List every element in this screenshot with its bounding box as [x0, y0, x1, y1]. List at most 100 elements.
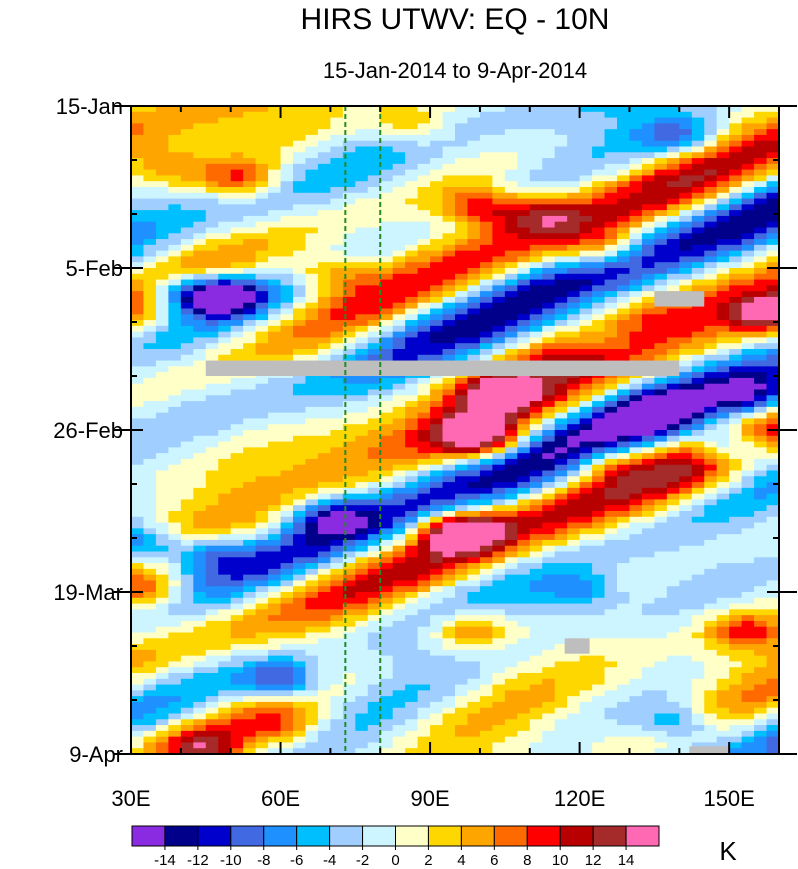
field-cell — [143, 539, 157, 547]
field-cell — [741, 539, 755, 547]
field-cell — [542, 458, 556, 466]
field-cell — [342, 464, 356, 472]
field-cell — [729, 279, 743, 286]
field-cell — [430, 557, 444, 564]
field-cell — [230, 158, 244, 165]
field-cell — [529, 638, 543, 645]
field-cell — [716, 111, 730, 119]
field-cell — [430, 638, 444, 645]
field-cell — [467, 557, 481, 564]
field-cell — [131, 111, 145, 119]
field-cell — [380, 343, 394, 350]
field-cell — [492, 163, 506, 171]
field-cell — [193, 279, 207, 286]
field-cell — [554, 597, 568, 605]
field-cell — [205, 626, 219, 634]
field-cell — [367, 620, 381, 628]
field-cell — [293, 227, 307, 234]
field-cell — [554, 349, 568, 356]
field-cell — [367, 499, 381, 506]
field-cell — [455, 279, 469, 286]
field-cell — [567, 337, 581, 344]
field-cell — [305, 453, 319, 460]
field-cell — [255, 574, 269, 582]
field-cell — [455, 354, 469, 362]
field-cell — [230, 424, 244, 431]
field-cell — [592, 325, 606, 333]
field-cell — [280, 181, 294, 188]
field-cell — [504, 204, 518, 211]
field-cell — [280, 511, 294, 518]
field-cell — [330, 314, 344, 321]
field-cell — [641, 256, 655, 263]
field-cell — [405, 430, 419, 437]
field-cell — [766, 539, 779, 547]
field-cell — [305, 244, 319, 252]
field-cell — [168, 314, 182, 321]
field-cell — [741, 192, 755, 200]
field-cell — [417, 106, 431, 113]
field-cell — [180, 146, 194, 153]
field-cell — [392, 522, 406, 529]
field-cell — [691, 273, 705, 281]
field-cell — [617, 505, 631, 512]
field-cell — [280, 377, 294, 385]
field-cell — [641, 215, 655, 223]
field-cell — [517, 215, 531, 223]
field-cell — [517, 129, 531, 136]
field-cell — [479, 337, 493, 344]
field-cell — [666, 597, 680, 605]
field-cell — [380, 406, 394, 414]
field-cell — [280, 395, 294, 402]
field-cell — [716, 383, 730, 391]
field-cell — [529, 441, 543, 448]
field-cell — [392, 476, 406, 483]
field-cell — [467, 349, 481, 356]
field-cell — [305, 262, 319, 269]
field-cell — [367, 354, 381, 362]
field-cell — [193, 453, 207, 460]
field-cell — [542, 163, 556, 171]
field-cell — [180, 516, 194, 524]
field-cell — [230, 447, 244, 454]
field-cell — [666, 320, 680, 327]
field-cell — [342, 221, 356, 229]
field-cell — [517, 296, 531, 304]
field-cell — [143, 354, 157, 362]
field-cell — [430, 134, 444, 142]
field-cell — [268, 273, 282, 281]
field-cell — [729, 615, 743, 622]
field-cell — [492, 354, 506, 362]
field-cell — [617, 198, 631, 205]
field-cell — [218, 343, 232, 350]
field-cell — [193, 568, 207, 576]
field-cell — [766, 233, 779, 240]
field-cell — [691, 487, 705, 495]
field-cell — [317, 609, 331, 616]
field-cell — [143, 626, 157, 634]
field-cell — [716, 430, 730, 437]
field-cell — [180, 644, 194, 651]
field-cell — [180, 430, 194, 437]
field-cell — [193, 464, 207, 472]
field-cell — [529, 551, 543, 558]
field-cell — [766, 528, 779, 535]
field-cell — [704, 655, 718, 663]
field-cell — [691, 395, 705, 402]
field-cell — [567, 418, 581, 425]
field-cell — [193, 493, 207, 501]
field-cell — [430, 424, 444, 431]
field-cell — [542, 649, 556, 657]
field-cell — [467, 418, 481, 425]
field-cell — [342, 187, 356, 194]
field-cell — [405, 198, 419, 205]
field-cell — [155, 192, 169, 200]
field-cell — [442, 331, 456, 339]
field-cell — [305, 441, 319, 448]
field-cell — [193, 377, 207, 385]
field-cell — [729, 418, 743, 425]
field-cell — [367, 117, 381, 124]
field-cell — [517, 239, 531, 246]
field-cell — [317, 302, 331, 310]
field-cell — [679, 609, 693, 616]
